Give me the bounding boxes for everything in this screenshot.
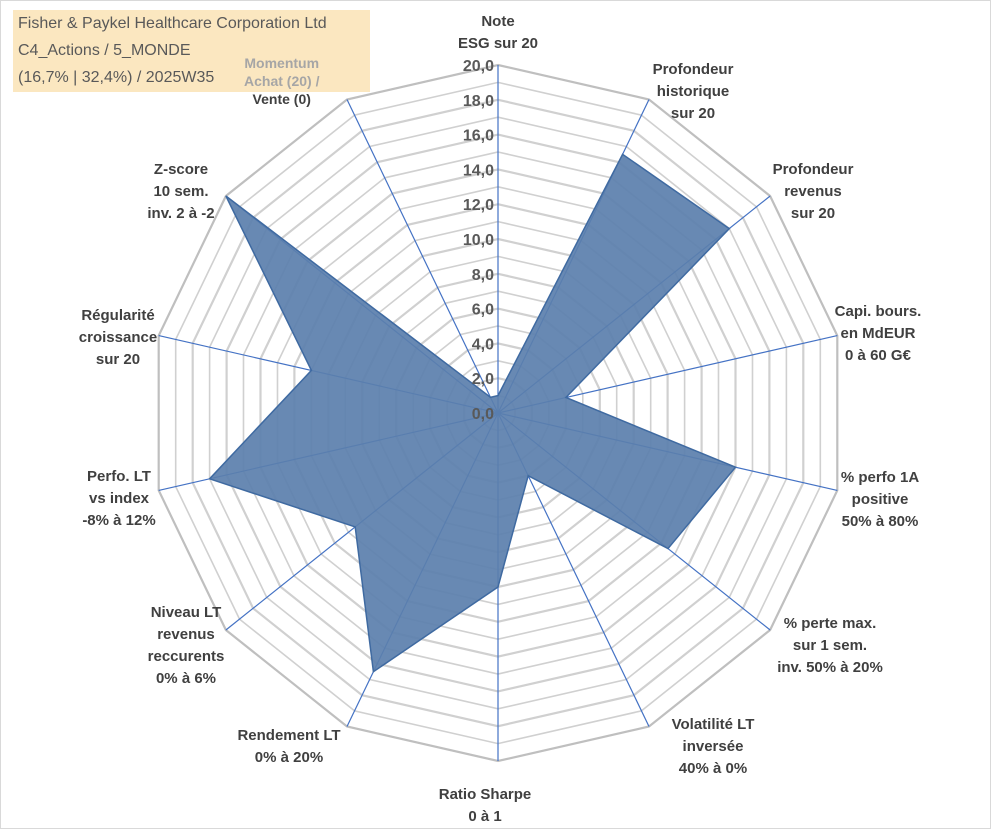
axis-label: Z-score 10 sem. inv. 2 à -2 (147, 161, 214, 222)
axis-label-line: inversée (683, 738, 744, 755)
axis-label-line: 50% à 80% (842, 513, 919, 530)
tick-label: 18,0 (463, 93, 494, 110)
axis-label-line: reccurents (148, 648, 225, 665)
radar-tick-labels: 0,0 2,0 4,0 6,0 8,0 10,0 12,0 14,0 16,0 18,0 20,0 (463, 58, 494, 423)
axis-label-line: Niveau LT (151, 604, 222, 621)
axis-label-line: Note (481, 13, 514, 30)
axis-label-line: -8% à 12% (82, 512, 155, 529)
axis-label-line: Momentum (244, 55, 320, 71)
axis-label-line: Rendement LT (237, 727, 340, 744)
tick-label: 12,0 (463, 197, 494, 214)
axis-label-line: ESG sur 20 (458, 35, 538, 52)
axis-label-line: inv. 2 à -2 (147, 205, 214, 222)
axis-label-line: croissance (79, 329, 157, 346)
axis-label-line: revenus (157, 626, 215, 643)
axis-label: Profondeur revenus sur 20 (773, 161, 854, 222)
axis-label-line: Capi. bours. (835, 303, 922, 320)
axis-label-line: 0 à 60 G€ (845, 347, 912, 364)
radar-axis-labels: Note ESG sur 20 Profondeur historique sur 20… (79, 13, 922, 825)
axis-label-line: inv. 50% à 20% (777, 659, 883, 676)
title-stats: (16,7% | 32,4%) / 2025W35 (18, 69, 215, 86)
tick-label: 4,0 (472, 336, 494, 353)
axis-label: Note ESG sur 20 (458, 13, 538, 52)
tick-label: 6,0 (472, 302, 494, 319)
title-company: Fisher & Paykel Healthcare Corporation L… (18, 15, 327, 32)
axis-label-line: 10 sem. (153, 183, 208, 200)
axis-label-line: 0% à 6% (156, 670, 216, 687)
axis-label-line: 0% à 20% (255, 749, 323, 766)
radar-spoke (346, 99, 499, 414)
axis-label: Rendement LT 0% à 20% (237, 727, 340, 766)
axis-label-line: 0 à 1 (468, 808, 501, 825)
axis-label-line: % perfo 1A (841, 469, 920, 486)
axis-label-line: Achat (20) / (244, 73, 320, 89)
axis-label-line: revenus (784, 183, 842, 200)
tick-label: 20,0 (463, 58, 494, 75)
axis-label: Niveau LT revenus reccurents 0% à 6% (148, 604, 225, 687)
axis-label-line: sur 1 sem. (793, 637, 867, 654)
axis-label-line: Volatilité LT (672, 716, 755, 733)
axis-label-line: 40% à 0% (679, 760, 747, 777)
axis-label-line: Vente (0) (252, 91, 311, 107)
axis-label-line: Perfo. LT (87, 468, 151, 485)
axis-label: Volatilité LT inversée 40% à 0% (672, 716, 755, 777)
axis-label-line: en MdEUR (841, 325, 916, 342)
title-portfolio: C4_Actions / 5_MONDE (18, 42, 191, 59)
tick-label: 0,0 (472, 406, 494, 423)
axis-label-line: Z-score (154, 161, 208, 178)
axis-label-line: % perte max. (784, 615, 877, 632)
tick-label: 10,0 (463, 232, 494, 249)
radar-series (208, 153, 737, 674)
axis-label: Ratio Sharpe 0 à 1 (439, 786, 532, 825)
tick-label: 8,0 (472, 267, 494, 284)
axis-label-line: Régularité (81, 307, 154, 324)
axis-label: % perfo 1A positive 50% à 80% (841, 469, 920, 530)
axis-label-line: Ratio Sharpe (439, 786, 532, 803)
tick-label: 2,0 (472, 371, 494, 388)
axis-label-line: vs index (89, 490, 150, 507)
radar-series-area (208, 153, 737, 674)
axis-label-line: sur 20 (791, 205, 835, 222)
axis-label: Profondeur historique sur 20 (653, 61, 734, 122)
tick-label: 16,0 (463, 128, 494, 145)
axis-label-line: sur 20 (96, 351, 140, 368)
axis-label: Régularité croissance sur 20 (79, 307, 157, 368)
axis-label-momentum: Momentum Achat (20) / Vente (0) (244, 54, 319, 108)
title-box: Fisher & Paykel Healthcare Corporation L… (13, 10, 370, 92)
axis-label-line: historique (657, 83, 730, 100)
axis-label: Capi. bours. en MdEUR 0 à 60 G€ (835, 303, 922, 364)
axis-label-line: Profondeur (653, 61, 734, 78)
axis-label: % perte max. sur 1 sem. inv. 50% à 20% (777, 615, 883, 676)
axis-label-line: sur 20 (671, 105, 715, 122)
axis-label-line: positive (852, 491, 909, 508)
axis-label: Perfo. LT vs index -8% à 12% (82, 468, 155, 529)
axis-label-line: Profondeur (773, 161, 854, 178)
tick-label: 14,0 (463, 162, 494, 179)
